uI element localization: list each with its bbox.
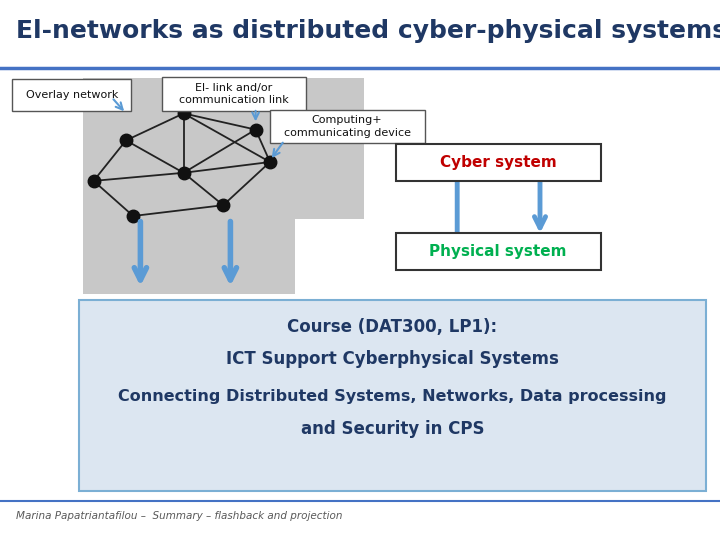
Text: ICT Support Cyberphysical Systems: ICT Support Cyberphysical Systems [226, 350, 559, 368]
FancyBboxPatch shape [12, 79, 131, 111]
Text: Overlay network: Overlay network [26, 90, 118, 100]
Text: El- link and/or
communication link: El- link and/or communication link [179, 83, 289, 105]
Text: Cyber system: Cyber system [440, 155, 557, 170]
Text: Marina Papatriantafilou –  Summary – flashback and projection: Marina Papatriantafilou – Summary – flas… [16, 511, 342, 521]
FancyBboxPatch shape [79, 300, 706, 491]
Text: Course (DAT300, LP1):: Course (DAT300, LP1): [287, 318, 498, 336]
FancyBboxPatch shape [396, 233, 601, 270]
Text: Physical system: Physical system [430, 244, 567, 259]
Text: Computing+
communicating device: Computing+ communicating device [284, 115, 410, 138]
Polygon shape [83, 78, 364, 294]
Text: El-networks as distributed cyber-physical systems: El-networks as distributed cyber-physica… [16, 19, 720, 43]
Text: Connecting Distributed Systems, Networks, Data processing: Connecting Distributed Systems, Networks… [118, 389, 667, 404]
FancyBboxPatch shape [270, 110, 425, 143]
Text: and Security in CPS: and Security in CPS [301, 420, 484, 438]
FancyBboxPatch shape [396, 144, 601, 181]
FancyBboxPatch shape [162, 77, 306, 111]
